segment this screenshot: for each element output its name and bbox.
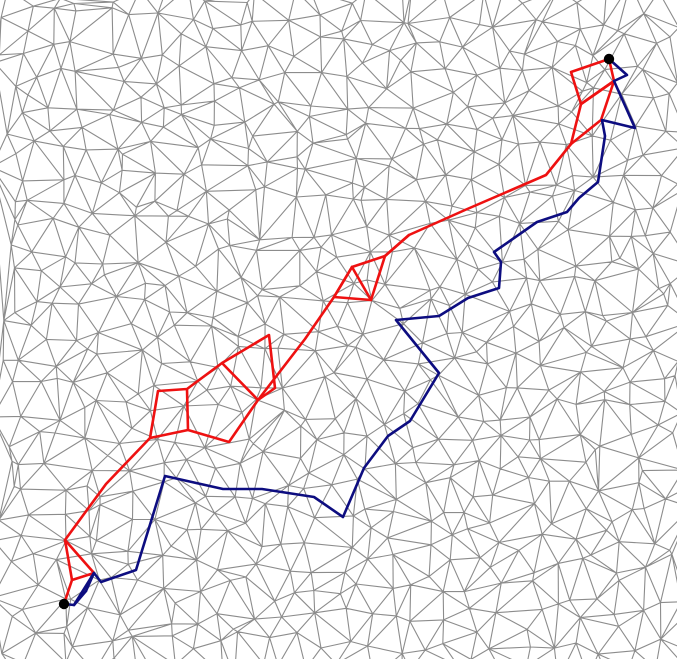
path-red-segment bbox=[332, 265, 354, 299]
path-navy-line bbox=[62, 57, 637, 607]
path-navy bbox=[62, 57, 637, 607]
path-red-segment bbox=[569, 102, 583, 146]
endpoint-goal bbox=[603, 53, 615, 65]
path-red-segment bbox=[70, 571, 96, 582]
path-endpoints bbox=[58, 53, 615, 610]
path-red-segment bbox=[383, 233, 411, 258]
path-red-line bbox=[62, 57, 616, 606]
path-red bbox=[62, 57, 616, 606]
path-red-segment bbox=[332, 295, 373, 302]
path-red-segment bbox=[350, 254, 387, 269]
path-navy-segment bbox=[84, 571, 96, 593]
path-red-segment bbox=[63, 538, 96, 575]
path-navy-segment bbox=[72, 589, 88, 607]
path-red-segment bbox=[579, 79, 616, 106]
endpoint-start bbox=[58, 598, 70, 610]
